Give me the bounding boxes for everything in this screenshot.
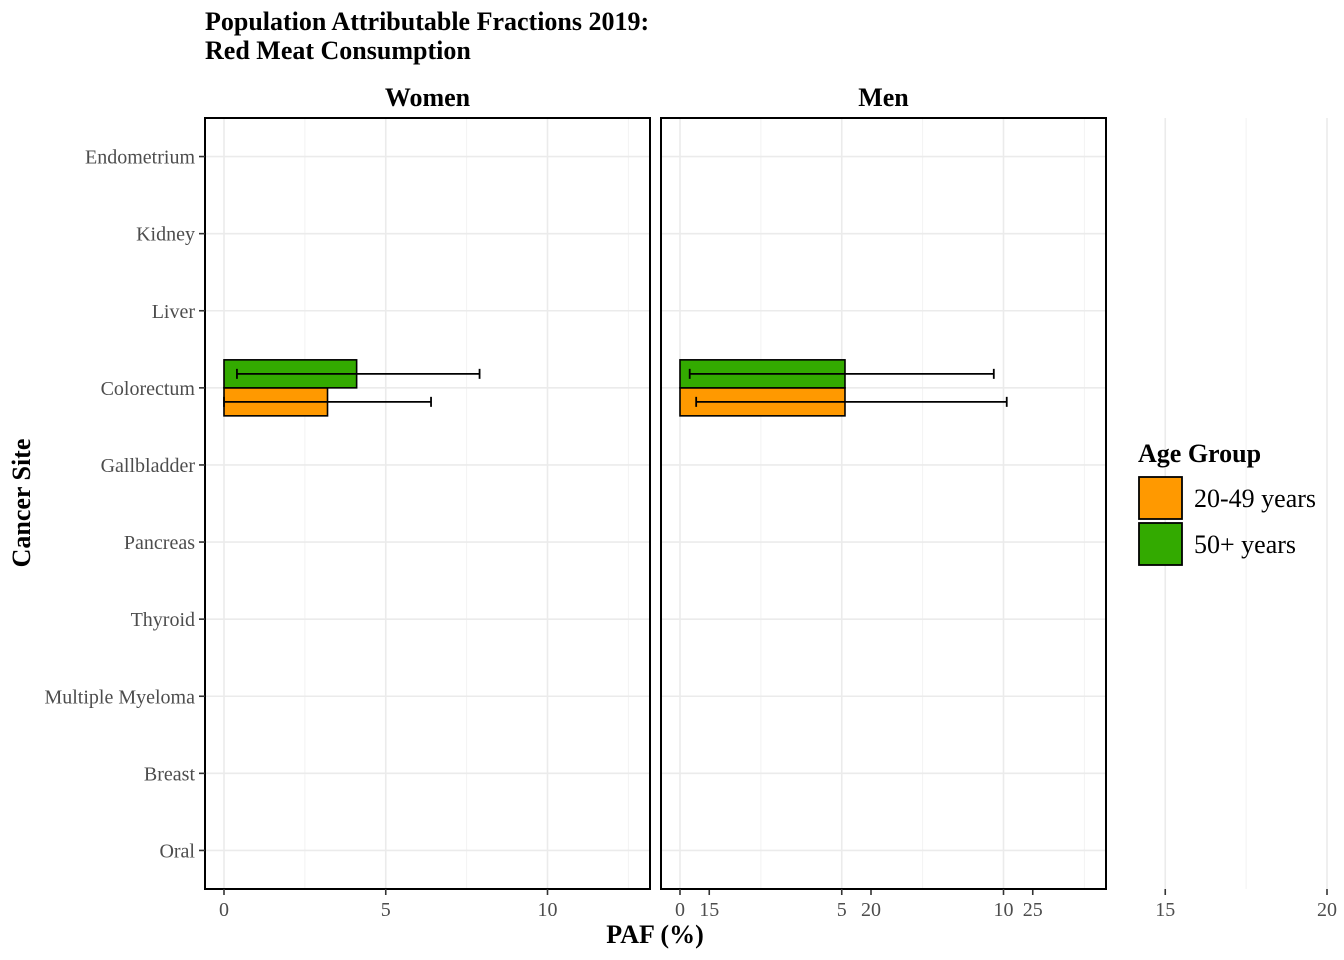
x-tick-label-women: 0 — [219, 899, 229, 921]
chart-title-line-2: Red Meat Consumption — [205, 36, 471, 65]
facet-label-men: Men — [858, 83, 909, 112]
x-tick-label-men: 15 — [1155, 899, 1175, 921]
category-label-gallbladder: Gallbladder — [101, 455, 196, 477]
category-label-liver: Liver — [152, 301, 196, 323]
category-label-endometrium: Endometrium — [85, 147, 195, 169]
panel-background-men — [661, 118, 1106, 889]
x-tick-label-men: 20 — [1317, 899, 1337, 921]
legend-label-20-49-years: 20-49 years — [1194, 484, 1316, 513]
category-label-pancreas: Pancreas — [124, 532, 195, 554]
facet-label-women: Women — [385, 83, 471, 112]
chart-title-line-1: Population Attributable Fractions 2019: — [205, 7, 649, 36]
category-label-thyroid: Thyroid — [131, 609, 195, 631]
y-axis-title: Cancer Site — [7, 439, 36, 568]
legend-key-20-49-years — [1138, 476, 1183, 520]
x-tick-label-women: 25 — [1023, 899, 1043, 921]
x-tick-label-women: 15 — [699, 899, 719, 921]
category-label-multiple-myeloma: Multiple Myeloma — [44, 686, 195, 708]
x-tick-label-men: 0 — [675, 899, 685, 921]
category-label-kidney: Kidney — [136, 224, 195, 246]
category-label-colorectum: Colorectum — [101, 378, 196, 400]
category-label-oral: Oral — [159, 840, 195, 862]
x-tick-label-men: 10 — [994, 899, 1014, 921]
category-label-breast: Breast — [144, 763, 196, 785]
panel-border-men — [660, 117, 1107, 890]
x-tick-label-men: 5 — [837, 899, 847, 921]
legend-title: Age Group — [1138, 439, 1261, 468]
panel-men: Men 0 5 10 15 20 25 — [660, 83, 1337, 921]
x-tick-label-women: 10 — [538, 899, 558, 921]
legend-key-50-years — [1138, 522, 1183, 566]
panel-border-women — [204, 117, 651, 890]
x-tick-label-women: 20 — [861, 899, 881, 921]
x-tick-label-women: 5 — [381, 899, 391, 921]
panel-background-women — [205, 118, 650, 889]
legend: Age Group 20-49 years 50+ years — [1138, 439, 1316, 566]
legend-label-50-years: 50+ years — [1194, 530, 1296, 559]
x-axis-title: PAF (%) — [606, 920, 703, 949]
